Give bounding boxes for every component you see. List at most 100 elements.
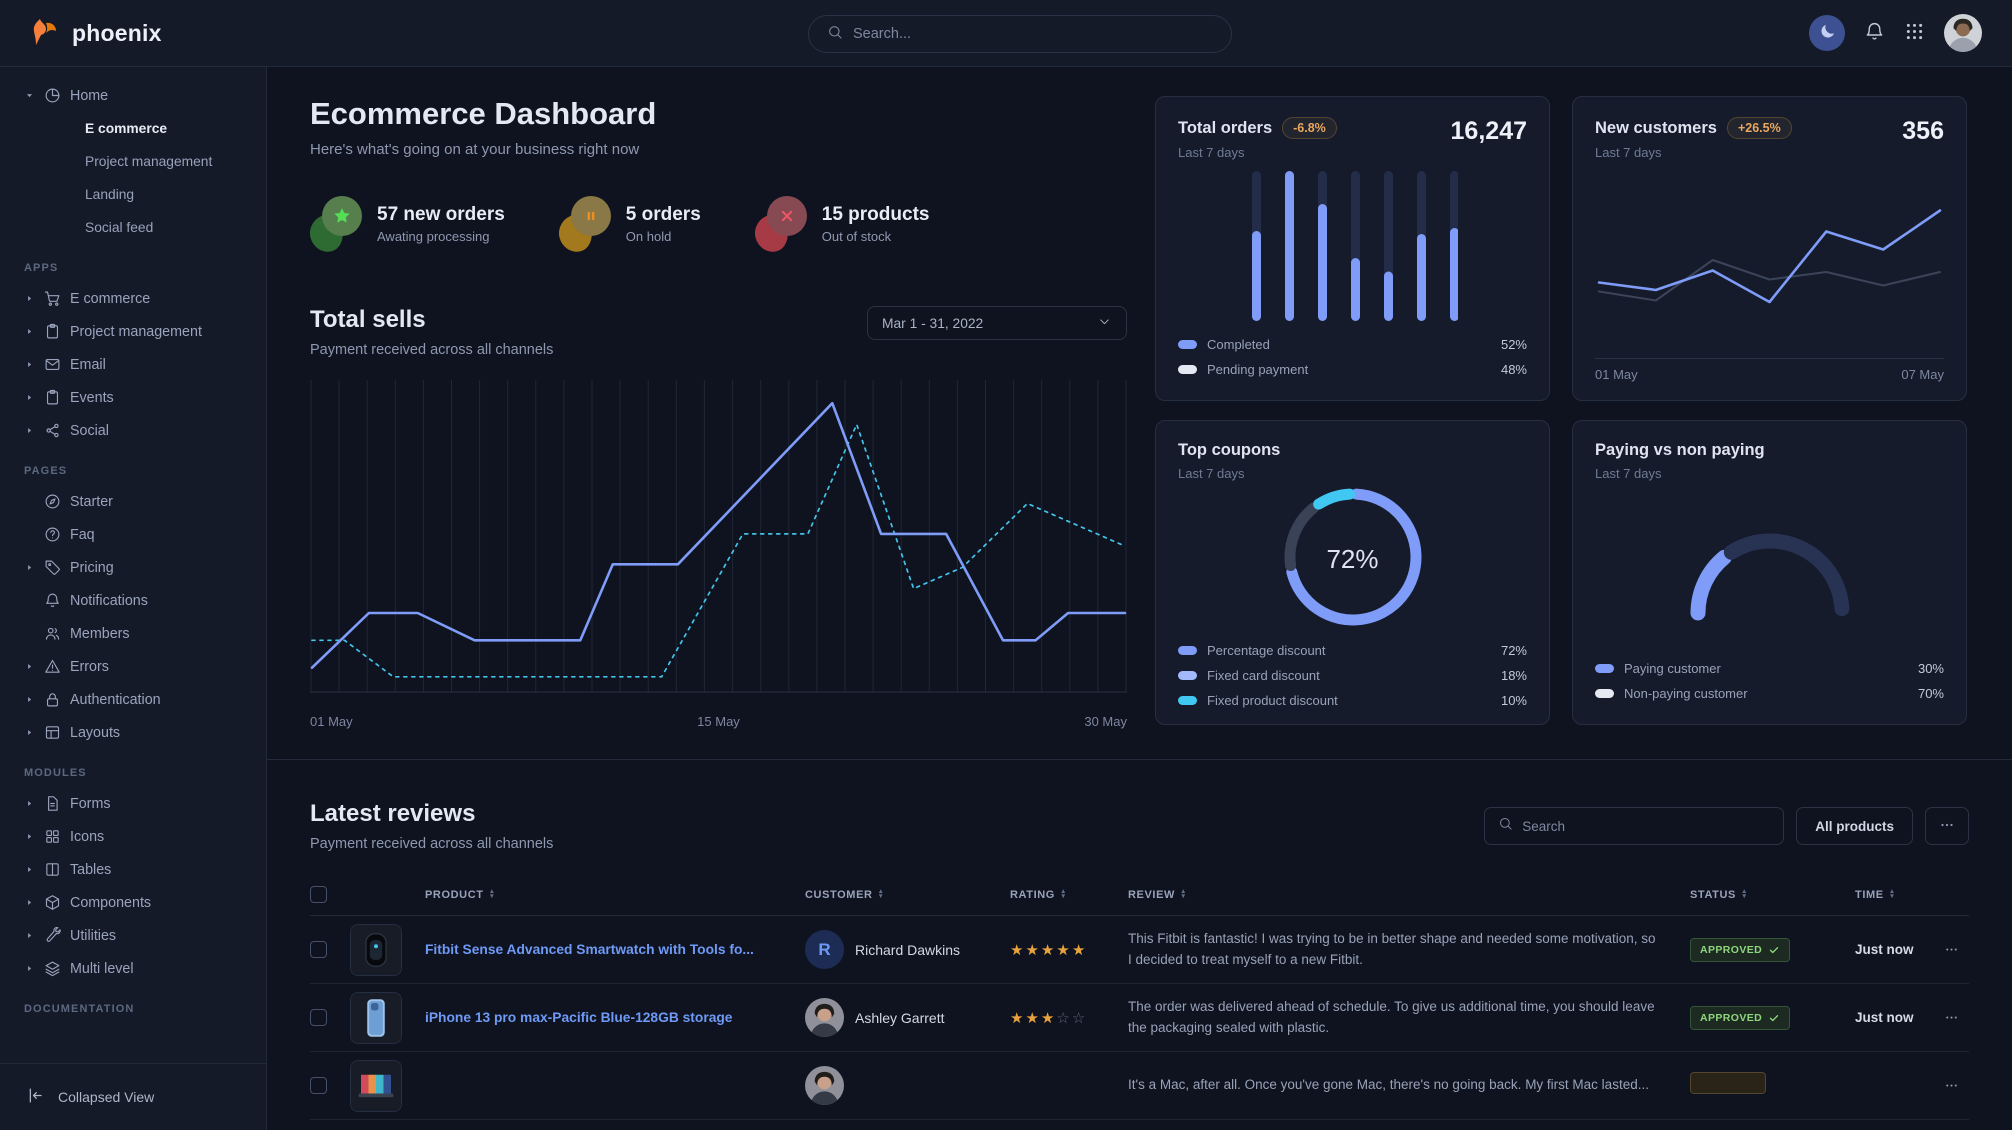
apps-grid-button[interactable] <box>1904 21 1925 45</box>
column-header-status[interactable]: STATUS ▲ ▼ <box>1690 888 1749 901</box>
column-header-time[interactable]: TIME ▲ ▼ <box>1855 888 1896 901</box>
sidebar-item-events[interactable]: Events <box>24 381 258 414</box>
review-text: It's a Mac, after all. Once you've gone … <box>1128 1077 1649 1093</box>
global-search-input[interactable] <box>853 26 1213 42</box>
sidebar-item-icons[interactable]: Icons <box>24 820 258 853</box>
sort-icon: ▲ ▼ <box>1059 888 1067 900</box>
notifications-button[interactable] <box>1864 21 1885 45</box>
column-header-product[interactable]: PRODUCT ▲ ▼ <box>425 888 496 901</box>
row-checkbox[interactable] <box>310 941 327 958</box>
caret-right-icon <box>24 897 35 908</box>
sidebar-subitem-project-management[interactable]: Project management <box>85 154 213 169</box>
customer-name: Ashley Garrett <box>855 1009 945 1026</box>
sidebar-item-errors[interactable]: Errors <box>24 650 258 683</box>
legend-row: Percentage discount 72% <box>1178 638 1527 663</box>
sidebar-item-faq[interactable]: Faq <box>24 518 258 551</box>
sidebar-item-label: Email <box>70 356 106 373</box>
sidebar-item-notifications[interactable]: Notifications <box>24 584 258 617</box>
caret-right-fill-icon <box>28 361 32 368</box>
sidebar-group-label: APPS <box>24 262 59 274</box>
brand[interactable]: phoenix <box>30 17 162 49</box>
sidebar-subitem-social-feed[interactable]: Social feed <box>85 220 154 235</box>
row-checkbox[interactable] <box>310 1009 327 1026</box>
top-coupons-donut: 72% <box>1277 481 1429 638</box>
sidebar-item-project-management[interactable]: Project management <box>24 315 258 348</box>
table-row: iPhone 13 pro max-Pacific Blue-128GB sto… <box>310 984 1969 1052</box>
clipboard-icon <box>46 323 59 339</box>
compass-icon <box>44 493 61 510</box>
search-icon <box>1498 816 1513 836</box>
caret-right-icon <box>24 326 35 337</box>
sidebar-group-label: PAGES <box>24 465 68 477</box>
bell-icon <box>1864 21 1885 45</box>
sidebar-item-authentication[interactable]: Authentication <box>24 683 258 716</box>
sort-icon: ▲ ▼ <box>1740 888 1749 900</box>
bell-icon <box>44 592 61 609</box>
reviews-search-input[interactable] <box>1522 818 1771 834</box>
customer-name: Richard Dawkins <box>855 941 961 958</box>
product-thumbnail[interactable] <box>350 1059 402 1112</box>
status-badge: APPROVED <box>1690 937 1791 962</box>
sidebar-item-components[interactable]: Components <box>24 886 258 919</box>
phoenix-logo-icon <box>33 19 56 45</box>
legend-swatch <box>1178 671 1197 680</box>
customer-avatar: R <box>805 930 844 969</box>
all-products-button[interactable]: All products <box>1796 807 1913 845</box>
total-sells-chart-area: 01 May 15 May 30 May <box>310 374 1127 729</box>
sidebar-item-starter[interactable]: Starter <box>24 485 258 518</box>
search-icon <box>829 25 842 39</box>
delta-badge: -6.8% <box>1282 117 1337 139</box>
product-link[interactable]: Fitbit Sense Advanced Smartwatch with To… <box>425 942 754 957</box>
sidebar-item-social[interactable]: Social <box>24 414 258 447</box>
main-content: Ecommerce Dashboard Here's what's going … <box>267 67 2012 1130</box>
legend-label: Fixed card discount <box>1207 668 1320 683</box>
reviews-more-button[interactable] <box>1925 807 1969 845</box>
legend-swatch <box>1178 696 1197 705</box>
sidebar-item-utilities[interactable]: Utilities <box>24 919 258 952</box>
x-tick: 30 May <box>1084 714 1127 729</box>
sidebar-item-multi-level[interactable]: Multi level <box>24 952 258 985</box>
sidebar-subitem-e-commerce[interactable]: E commerce <box>85 121 168 136</box>
total-sells-chart <box>310 380 1127 693</box>
row-more-button[interactable] <box>1943 941 1969 958</box>
sidebar-item-pricing[interactable]: Pricing <box>24 551 258 584</box>
sidebar-item-tables[interactable]: Tables <box>24 853 258 886</box>
sort-icon: ▲ ▼ <box>1888 888 1896 900</box>
date-range-select[interactable]: Mar 1 - 31, 2022 <box>867 306 1127 340</box>
star-icon: ★ <box>1040 1009 1055 1027</box>
columns-icon <box>46 863 59 876</box>
row-checkbox[interactable] <box>310 1077 327 1094</box>
sidebar-item-home[interactable]: Home <box>24 79 258 112</box>
sidebar-item-layouts[interactable]: Layouts <box>24 716 258 749</box>
help-circle-icon <box>44 526 61 543</box>
avatar-photo-icon <box>1944 14 1982 52</box>
column-header-rating[interactable]: RATING ▲ ▼ <box>1010 888 1067 901</box>
select-all-checkbox[interactable] <box>310 886 327 903</box>
theme-toggle-button[interactable] <box>1809 15 1845 51</box>
paying-card: Paying vs non paying Last 7 days Paying … <box>1572 420 1967 725</box>
sidebar-item-forms[interactable]: Forms <box>24 787 258 820</box>
user-avatar[interactable] <box>1944 14 1982 52</box>
sidebar-item-email[interactable]: Email <box>24 348 258 381</box>
product-thumbnail[interactable] <box>350 923 402 976</box>
caret-right-icon <box>24 562 35 573</box>
caret-right-fill-icon <box>28 800 32 807</box>
row-more-button[interactable] <box>1943 1009 1969 1026</box>
column-header-customer[interactable]: CUSTOMER ▲ ▼ <box>805 888 885 901</box>
column-header-review[interactable]: REVIEW ▲ ▼ <box>1128 888 1188 901</box>
reviews-search[interactable] <box>1484 807 1785 845</box>
sidebar-item-e-commerce[interactable]: E commerce <box>24 282 258 315</box>
collapse-view-button[interactable]: Collapsed View <box>0 1063 266 1130</box>
file-text-icon <box>44 795 61 812</box>
stat-out-of-stock: 15 products Out of stock <box>750 196 929 256</box>
row-more-button[interactable] <box>1943 1077 1969 1094</box>
sidebar-item-members[interactable]: Members <box>24 617 258 650</box>
dots-icon <box>1946 948 1957 951</box>
legend-value: 52% <box>1500 337 1527 352</box>
star-icon: ☆ <box>1056 1009 1070 1027</box>
product-thumbnail[interactable] <box>350 991 402 1044</box>
product-link[interactable]: iPhone 13 pro max-Pacific Blue-128GB sto… <box>425 1010 733 1025</box>
global-search[interactable] <box>808 15 1232 53</box>
sidebar-subitem-landing[interactable]: Landing <box>85 187 135 202</box>
stat-value: 5 orders <box>625 204 701 225</box>
